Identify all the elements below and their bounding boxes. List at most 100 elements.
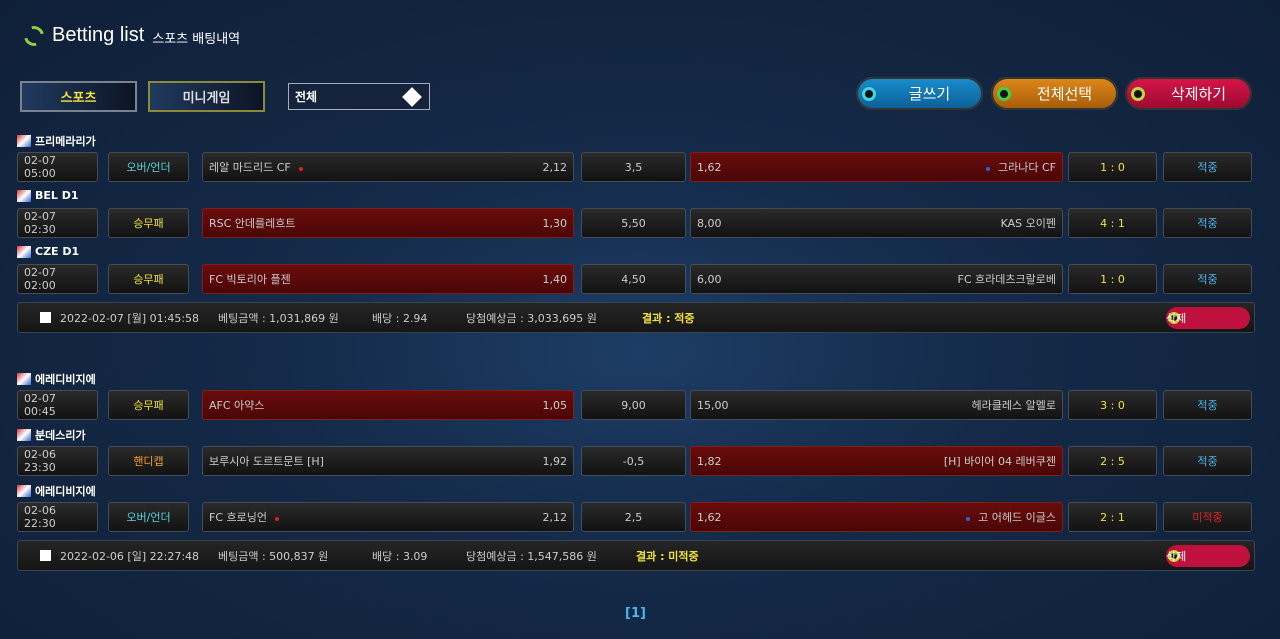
match-score: 1 : 0 xyxy=(1068,264,1157,294)
home-team-option[interactable]: FC 흐로닝언 2,12 xyxy=(202,502,574,532)
match-time: 02-07 02:00 xyxy=(17,264,98,294)
away-team-option[interactable]: 1,62 고 어헤드 이글스 xyxy=(690,502,1063,532)
match-score: 1 : 0 xyxy=(1068,152,1157,182)
circle-icon xyxy=(1131,86,1145,101)
league-label: 에레디비지에 xyxy=(17,371,96,387)
home-team-text: AFC 아약스 xyxy=(209,399,265,412)
match-result: 적중 xyxy=(1163,208,1252,238)
league-name: CZE D1 xyxy=(35,245,80,258)
bet-type: 핸디캡 xyxy=(108,446,189,476)
home-team-text: RSC 안데를레흐트 xyxy=(209,217,296,230)
home-team-text: FC 빅토리아 플젠 xyxy=(209,273,291,286)
home-odds: 2,12 xyxy=(542,510,568,524)
home-team-name: RSC 안데를레흐트 xyxy=(209,215,296,231)
home-team-name: AFC 아약스 xyxy=(209,397,264,413)
draw-or-line-value[interactable]: -0,5 xyxy=(581,446,686,476)
select-checkbox[interactable] xyxy=(40,550,51,561)
draw-or-line-value[interactable]: 4,50 xyxy=(581,264,686,294)
write-button[interactable]: 글쓰기 xyxy=(856,77,983,110)
away-odds: 8,00 xyxy=(697,216,722,230)
circle-icon xyxy=(1168,311,1180,324)
league-flag-icon xyxy=(17,245,31,258)
filter-select[interactable]: 전체 xyxy=(288,83,430,110)
match-time: 02-06 22:30 xyxy=(17,502,98,532)
match-result: 적중 xyxy=(1163,152,1252,182)
expected-winnings: 당첨예상금 : 3,033,695 원 xyxy=(466,311,597,325)
tab-minigame[interactable]: 미니게임 xyxy=(148,81,265,112)
match-time: 02-06 23:30 xyxy=(17,446,98,476)
home-team-text: 레알 마드리드 CF xyxy=(209,161,291,174)
match-time: 02-07 02:30 xyxy=(17,208,98,238)
filter-value: 전체 xyxy=(295,90,318,104)
away-odds: 6,00 xyxy=(697,272,722,286)
home-odds: 1,05 xyxy=(542,398,568,412)
bet-result: 결과 : 적중 xyxy=(642,311,695,325)
away-odds: 1,62 xyxy=(697,510,722,524)
league-flag-icon xyxy=(17,373,31,385)
match-score: 2 : 5 xyxy=(1068,446,1157,476)
bet-type: 오버/언더 xyxy=(108,502,189,532)
match-score: 4 : 1 xyxy=(1068,208,1157,238)
match-time: 02-07 00:45 xyxy=(17,390,98,420)
page-title: Betting list xyxy=(52,24,145,46)
bet-summary: 2022-02-06 [일] 22:27:48 베팅금액 : 500,837 원 배… xyxy=(17,540,1255,571)
league-name: 프리메라리가 xyxy=(35,135,96,148)
select-all-button[interactable]: 전체선택 xyxy=(991,77,1118,110)
home-team-option[interactable]: AFC 아약스 1,05 xyxy=(202,390,574,420)
away-team-text: KAS 오이펜 xyxy=(1000,217,1056,230)
away-team-name: 헤라클레스 알멜로 xyxy=(972,397,1056,413)
away-team-option[interactable]: 8,00 KAS 오이펜 xyxy=(690,208,1063,238)
away-team-option[interactable]: 15,00 헤라클레스 알멜로 xyxy=(690,390,1063,420)
circle-icon xyxy=(1168,549,1180,562)
write-label: 글쓰기 xyxy=(908,85,951,103)
delete-all-label: 삭제하기 xyxy=(1170,85,1227,103)
home-team-name: 보루시아 도르트문트 [H] xyxy=(209,453,324,469)
home-team-option[interactable]: RSC 안데를레흐트 1,30 xyxy=(202,208,574,238)
select-all-label: 전체선택 xyxy=(1036,85,1093,103)
home-team-option[interactable]: 레알 마드리드 CF 2,12 xyxy=(202,152,574,182)
league-flag-icon xyxy=(17,135,31,147)
draw-or-line-value[interactable]: 3,5 xyxy=(581,152,686,182)
match-result: 적중 xyxy=(1163,390,1252,420)
away-team-option[interactable]: 1,82 [H] 바이어 04 레버쿠젠 xyxy=(690,446,1063,476)
delete-label: 삭제 xyxy=(1166,549,1187,563)
page-subtitle: 스포츠 배팅내역 xyxy=(152,32,241,47)
home-odds: 2,12 xyxy=(542,160,568,174)
away-odds: 15,00 xyxy=(697,398,729,412)
away-team-option[interactable]: 6,00 FC 흐라데츠크랄로베 xyxy=(690,264,1063,294)
away-odds: 1,82 xyxy=(697,454,722,468)
bet-type: 승무패 xyxy=(108,208,189,238)
away-team-text: [H] 바이어 04 레버쿠젠 xyxy=(943,455,1056,468)
circle-icon xyxy=(862,86,876,101)
over-arrow-icon xyxy=(274,517,279,521)
bet-type: 승무패 xyxy=(108,390,189,420)
circle-icon xyxy=(997,86,1011,101)
tab-sports[interactable]: 스포츠 xyxy=(20,81,137,112)
away-odds: 1,62 xyxy=(697,160,722,174)
bet-result: 결과 : 미적중 xyxy=(636,549,699,563)
delete-all-button[interactable]: 삭제하기 xyxy=(1125,77,1252,110)
bet-datetime: 2022-02-06 [일] 22:27:48 xyxy=(60,549,200,563)
match-result: 적중 xyxy=(1163,446,1252,476)
pagination-current[interactable]: [1] xyxy=(625,606,646,621)
select-checkbox[interactable] xyxy=(40,312,51,323)
away-team-option[interactable]: 1,62 그라나다 CF xyxy=(690,152,1063,182)
delete-bet-button[interactable]: 삭제 xyxy=(1166,306,1250,329)
under-arrow-icon xyxy=(986,167,991,171)
draw-or-line-value[interactable]: 2,5 xyxy=(581,502,686,532)
expected-winnings: 당첨예상금 : 1,547,586 원 xyxy=(466,549,597,563)
away-team-text: 그라나다 CF xyxy=(998,161,1056,174)
draw-or-line-value[interactable]: 5,50 xyxy=(581,208,686,238)
draw-or-line-value[interactable]: 9,00 xyxy=(581,390,686,420)
league-label: BEL D1 xyxy=(17,189,79,202)
league-label: 프리메라리가 xyxy=(17,133,96,149)
league-name: BEL D1 xyxy=(35,189,79,202)
home-team-name: FC 빅토리아 플젠 xyxy=(209,271,291,287)
home-team-option[interactable]: FC 빅토리아 플젠 1,40 xyxy=(202,264,574,294)
home-team-text: 보루시아 도르트문트 [H] xyxy=(209,455,324,468)
home-team-option[interactable]: 보루시아 도르트문트 [H] 1,92 xyxy=(202,446,574,476)
bet-summary: 2022-02-07 [월] 01:45:58 베팅금액 : 1,031,869 … xyxy=(17,302,1255,333)
bet-type: 오버/언더 xyxy=(108,152,189,182)
league-flag-icon xyxy=(17,429,31,441)
delete-bet-button[interactable]: 삭제 xyxy=(1166,544,1250,567)
